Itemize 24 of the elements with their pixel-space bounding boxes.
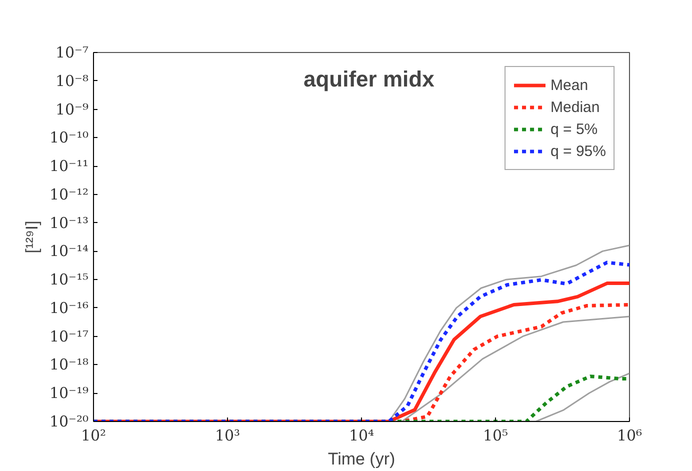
x-tick-label: 10⁴ — [348, 426, 374, 444]
x-tick-label: 10³ — [214, 426, 240, 444]
x-tick-label: 10⁶ — [616, 426, 642, 444]
y-tick-label: 10⁻¹² — [49, 185, 88, 204]
y-tick-label: 10⁻¹⁸ — [49, 356, 88, 374]
x-axis-title: Time (yr) — [328, 450, 396, 468]
y-tick-label: 10⁻¹¹ — [49, 157, 88, 176]
legend-label: q = 5% — [550, 120, 598, 138]
y-tick-label: 10⁻¹⁴ — [49, 242, 88, 260]
legend-label: Mean — [550, 76, 588, 94]
y-tick-label: 10⁻⁸ — [55, 72, 89, 90]
y-tick-label: 10⁻¹³ — [49, 214, 88, 232]
y-tick-label: 10⁻¹⁶ — [49, 298, 88, 317]
y-tick-label: 10⁻¹⁷ — [49, 327, 88, 346]
y-tick-label: 10⁻⁹ — [55, 100, 89, 118]
legend-label: q = 95% — [550, 142, 606, 160]
y-tick-label: 10⁻¹⁰ — [49, 128, 88, 147]
y-tick-label: 10⁻⁷ — [55, 44, 89, 62]
y-axis-title: [¹²⁹I] — [22, 220, 42, 254]
legend-label: Median — [550, 98, 600, 116]
text: aquifer midx — [304, 66, 436, 92]
y-tick-label: 10⁻¹⁹ — [49, 384, 88, 402]
y-tick-label: 10⁻¹⁵ — [49, 270, 88, 289]
x-tick-label: 10⁵ — [482, 426, 508, 444]
